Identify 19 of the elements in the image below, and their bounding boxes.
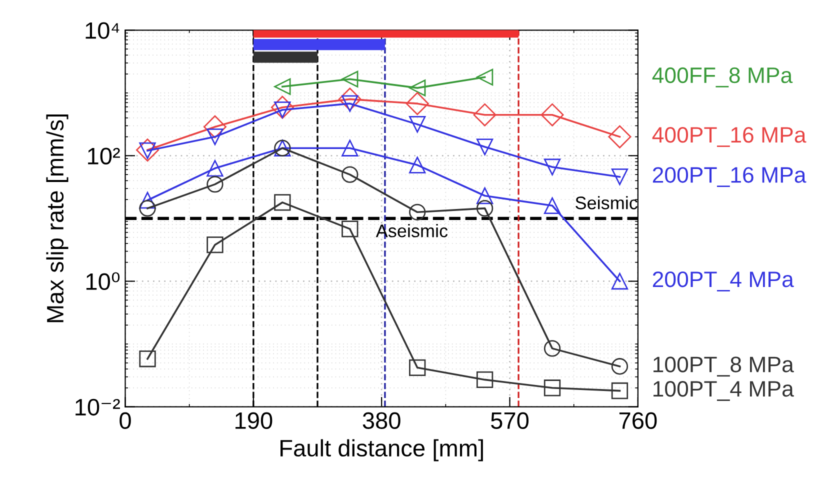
annotation: Seismic: [576, 196, 638, 210]
x-tick-label: 570: [491, 412, 529, 429]
y-axis-title: Max slip rate [mm/s]: [46, 114, 68, 322]
y-tick-label: 10⁻²: [76, 398, 120, 416]
x-axis-title: Fault distance [mm]: [280, 439, 483, 462]
x-tick-label: 760: [619, 412, 657, 429]
x-tick-label: 0: [120, 412, 131, 429]
series-label: 400PT_16 MPa: [652, 127, 806, 147]
y-tick-label: 10⁴: [86, 22, 120, 39]
x-tick-label: 380: [362, 412, 400, 429]
y-tick-label: 10⁰: [86, 272, 120, 290]
series-label: 200PT_4 MPa: [652, 271, 794, 292]
y-tick-label: 10²: [88, 148, 120, 164]
series-label: 100PT_8 MPa: [654, 356, 794, 377]
series-label: 100PT_4 MPa: [654, 380, 794, 401]
x-tick-label: 190: [236, 412, 272, 429]
annotation: Aseismic: [376, 224, 448, 238]
series-label: 200PT_16 MPa: [652, 167, 806, 188]
text: 400FF_8 MPa: [652, 67, 793, 88]
